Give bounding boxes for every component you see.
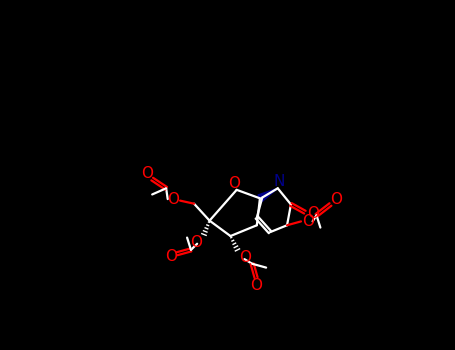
Text: O: O xyxy=(302,214,314,229)
Text: N: N xyxy=(273,174,285,189)
Text: O: O xyxy=(228,176,240,191)
Text: O: O xyxy=(307,206,318,221)
Text: O: O xyxy=(250,278,262,293)
Text: O: O xyxy=(141,166,153,181)
Text: O: O xyxy=(190,235,202,250)
Text: O: O xyxy=(239,250,251,265)
Text: O: O xyxy=(165,248,177,264)
Text: O: O xyxy=(167,191,179,206)
Polygon shape xyxy=(258,188,278,202)
Text: O: O xyxy=(330,193,342,207)
